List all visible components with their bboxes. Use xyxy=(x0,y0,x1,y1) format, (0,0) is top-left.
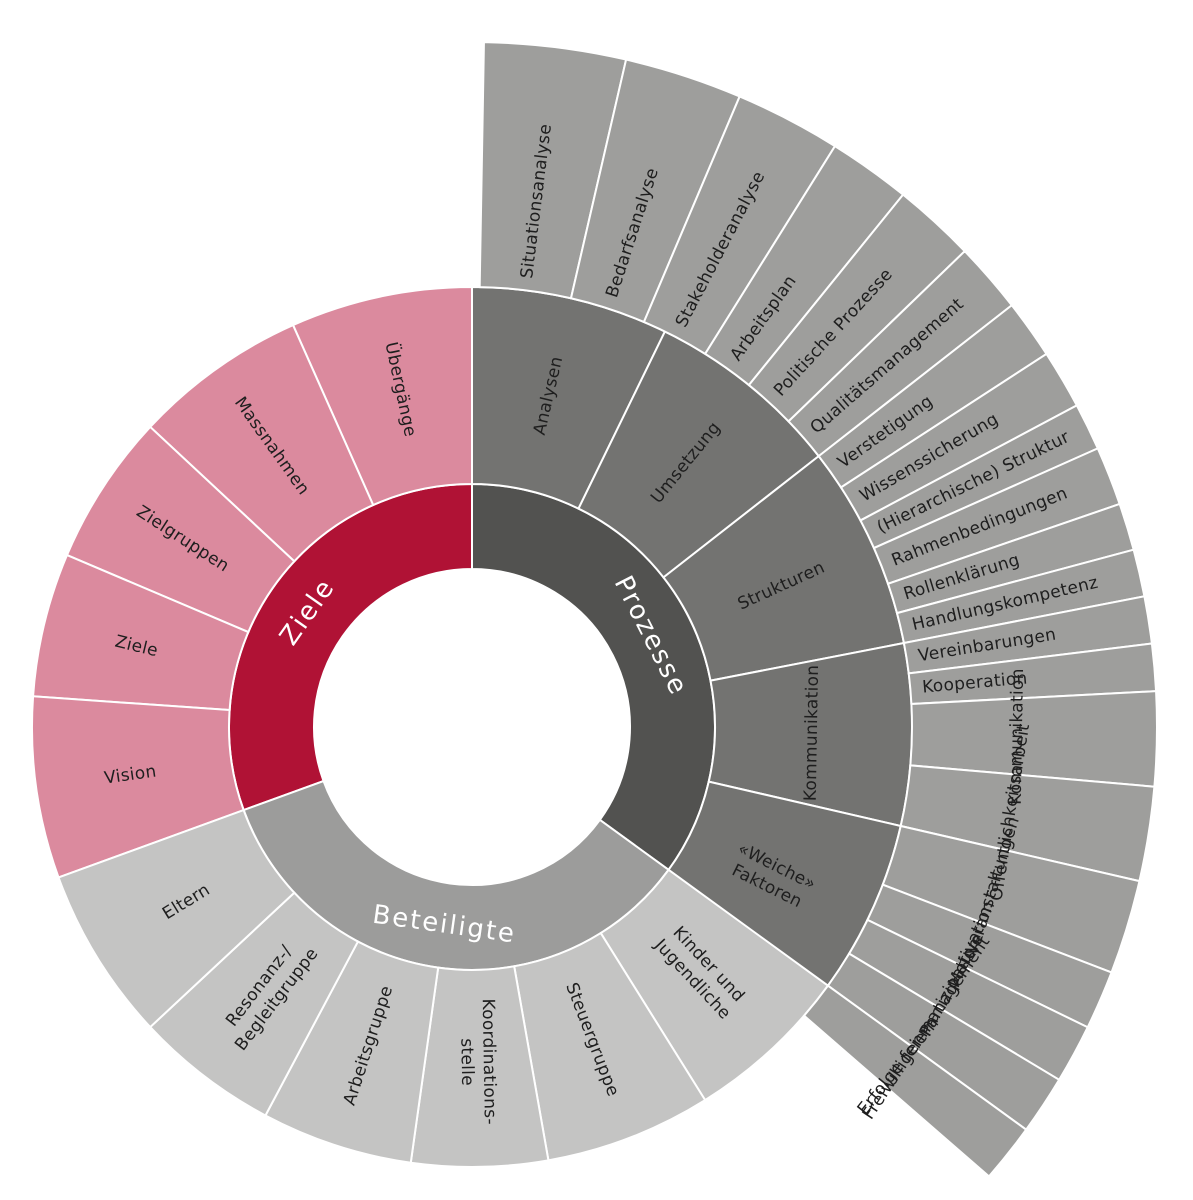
sunburst-segments xyxy=(31,41,1158,1178)
outer-segment-erfolge-feiern xyxy=(802,984,1028,1178)
middle-segment-massnahmen xyxy=(148,323,375,563)
middle-segment-vision xyxy=(31,695,245,879)
middle-segment-zielgruppen xyxy=(65,425,296,634)
middle-segment-ziele xyxy=(32,553,250,712)
middle-label-koordinations-stelle: Koordinations-stelle xyxy=(456,998,500,1125)
outer-label-kommunikation: Kommunikation xyxy=(1006,668,1028,805)
middle-label-kommunikation: Kommunikation xyxy=(801,664,823,801)
middle-segment-eltern xyxy=(57,808,296,1029)
